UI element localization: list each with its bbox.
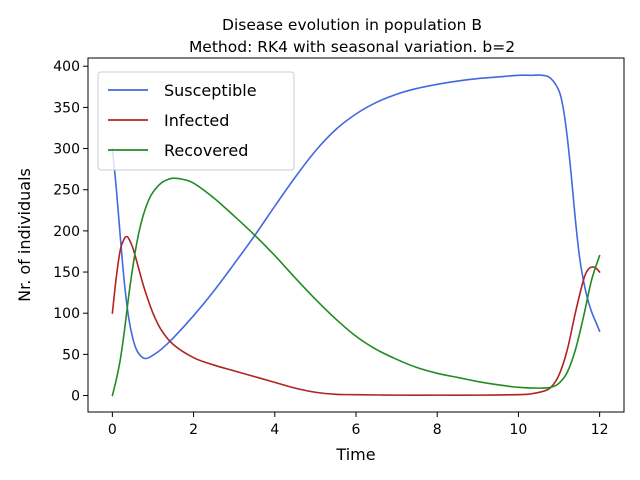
legend-label-infected: Infected	[164, 111, 229, 130]
y-axis-ticks: 0 50 100 150 200 250 300 350 400	[53, 59, 88, 405]
x-tick-label: 0	[108, 422, 117, 438]
series-line-susceptible	[111, 74, 601, 360]
x-tick-label: 6	[352, 422, 361, 438]
series-layer	[111, 74, 601, 397]
x-tick-label: 4	[270, 422, 279, 438]
y-tick-label: 150	[53, 265, 80, 281]
series-line-recovered	[111, 177, 601, 397]
y-axis-label: Nr. of individuals	[15, 168, 34, 302]
legend-box	[97, 71, 295, 171]
chart-subtitle: Method: RK4 with seasonal variation. b=2	[189, 38, 515, 56]
legend-label-susceptible: Susceptible	[164, 81, 257, 100]
x-tick-label: 2	[189, 422, 198, 438]
plot-area: 0 2 4 6 8 10 12 0 50 100 150 200 250 300 350 400	[53, 57, 625, 438]
y-tick-label: 0	[71, 389, 80, 405]
x-axis-ticks: 0 2 4 6 8 10 12	[108, 412, 609, 438]
x-tick-label: 8	[433, 422, 442, 438]
series-line-infected	[111, 235, 601, 396]
x-axis-label: Time	[335, 445, 375, 464]
y-tick-label: 200	[53, 224, 80, 240]
y-tick-label: 300	[53, 142, 80, 158]
y-tick-label: 100	[53, 306, 80, 322]
legend: Susceptible Infected Recovered	[97, 71, 295, 171]
y-tick-label: 350	[53, 100, 80, 116]
legend-label-recovered: Recovered	[164, 141, 248, 160]
x-tick-label: 10	[510, 422, 528, 438]
y-tick-label: 250	[53, 183, 80, 199]
y-tick-label: 50	[62, 347, 80, 363]
chart-title: Disease evolution in population B	[222, 16, 482, 34]
x-tick-label: 12	[591, 422, 609, 438]
y-tick-label: 400	[53, 59, 80, 75]
